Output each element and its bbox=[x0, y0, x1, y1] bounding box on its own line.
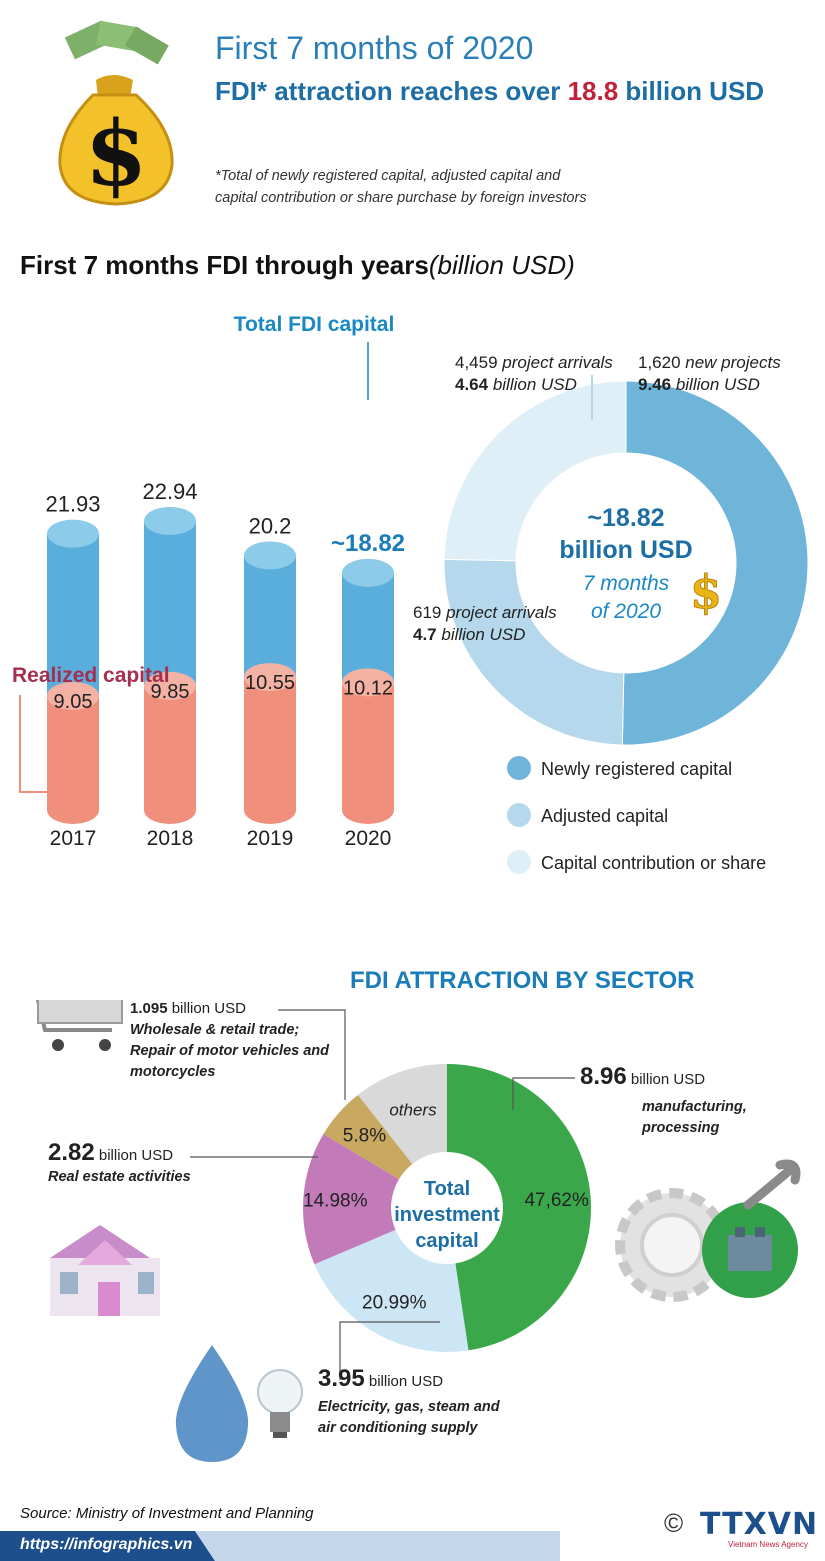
adjusted-annotation: 619 project arrivals 4.7 billion USD bbox=[413, 603, 557, 644]
house-icon bbox=[50, 1225, 160, 1316]
section2-title: FDI ATTRACTION BY SECTOR bbox=[350, 967, 695, 994]
website-link[interactable]: https://infographics.vn bbox=[20, 1536, 193, 1553]
donut-center-sub1: 7 months bbox=[583, 572, 670, 595]
total-value-2019: 20.2 bbox=[249, 513, 292, 538]
donut-center-sub2: of 2020 bbox=[591, 600, 661, 623]
sector-slice-4 bbox=[323, 1094, 413, 1180]
wholesale-annotation: 1.095 billion USD Wholesale & retail tra… bbox=[130, 1000, 330, 1080]
donut-center-value: ~18.82 bbox=[587, 504, 664, 532]
svg-text:$: $ bbox=[85, 101, 148, 207]
sector-label-5: others bbox=[389, 1101, 437, 1120]
legend-swatch-3 bbox=[507, 850, 531, 874]
money-bag-icon: $ bbox=[58, 20, 174, 207]
total-fdi-label: Total FDI capital bbox=[234, 313, 395, 336]
total-bar-2017 bbox=[47, 533, 99, 696]
electricity-annotation: 3.95 billion USD Electricity, gas, steam… bbox=[318, 1365, 500, 1437]
total-value-2020: ~18.82 bbox=[331, 530, 405, 557]
footnote: *Total of newly registered capital, adju… bbox=[215, 168, 587, 206]
page-title: First 7 months of 2020 bbox=[215, 30, 534, 66]
dollar-icon: $ bbox=[690, 565, 722, 619]
total-bar-2019 bbox=[244, 555, 296, 678]
legend-swatch-1 bbox=[507, 756, 531, 780]
realized-value-2018: 9.85 bbox=[151, 681, 190, 703]
realized-cap-2017 bbox=[47, 681, 99, 710]
sector-label-3: 14.98% bbox=[303, 1190, 368, 1211]
year-label-2018: 2018 bbox=[147, 827, 194, 850]
sector-slice-1 bbox=[447, 1064, 591, 1351]
ttxvn-logo: TTXVN bbox=[700, 1507, 819, 1542]
sector-center-line2: investment bbox=[394, 1204, 500, 1226]
year-label-2020: 2020 bbox=[345, 827, 392, 850]
page-subtitle: FDI* attraction reaches over 18.8 billio… bbox=[215, 76, 765, 106]
realized-value-2017: 9.05 bbox=[54, 691, 93, 713]
sector-slice-5 bbox=[357, 1064, 447, 1164]
total-value-2017: 21.93 bbox=[45, 492, 100, 517]
realized-bar-2019 bbox=[244, 677, 296, 810]
fdi-years-bar-chart: 21.93 9.05 2017 22.94 9.85 2018 20.2 10.55 2019 ~… bbox=[12, 313, 405, 850]
realized-bar-2017 bbox=[47, 695, 99, 810]
section1-title: First 7 months FDI through years(billion… bbox=[20, 250, 575, 280]
total-bar-2018 bbox=[144, 520, 196, 686]
sector-center-line3: capital bbox=[415, 1230, 478, 1252]
realized-value-2019: 10.55 bbox=[245, 672, 295, 694]
realized-cap-2020 bbox=[342, 668, 394, 697]
arrivals-annotation: 4,459 project arrivals 4.64 billion USD bbox=[455, 353, 613, 394]
water-drop-icon bbox=[175, 1345, 249, 1462]
bar-base-2020 bbox=[342, 796, 394, 824]
donut-slice-3 bbox=[443, 380, 627, 562]
realized-cap-2018 bbox=[144, 671, 196, 700]
year-label-2019: 2019 bbox=[247, 827, 294, 850]
sector-slice-3 bbox=[303, 1133, 399, 1265]
realized-capital-label: Realized capital bbox=[12, 664, 170, 687]
legend-label-3: Capital contribution or share bbox=[541, 853, 766, 873]
legend-label-1: Newly registered capital bbox=[541, 759, 732, 779]
copyright-symbol: © bbox=[664, 1508, 684, 1538]
sector-label-2: 20.99% bbox=[362, 1292, 427, 1313]
total-cap-2020 bbox=[342, 558, 394, 587]
sector-label-4: 5.8% bbox=[343, 1125, 386, 1146]
light-bulb-icon bbox=[257, 1369, 303, 1438]
donut-slice-1 bbox=[621, 380, 809, 746]
donut-center-unit: billion USD bbox=[559, 536, 692, 564]
url-bar bbox=[0, 1531, 560, 1561]
bar-base-2019 bbox=[244, 796, 296, 824]
total-bar-2020 bbox=[342, 572, 394, 683]
realized-bar-2018 bbox=[144, 685, 196, 810]
agency-name: Vietnam News Agency bbox=[728, 1540, 808, 1549]
realized-value-2020: 10.12 bbox=[343, 677, 393, 699]
sector-center-line1: Total bbox=[424, 1178, 470, 1200]
year-label-2017: 2017 bbox=[50, 827, 97, 850]
realestate-annotation: 2.82 billion USD Real estate activities bbox=[48, 1139, 191, 1186]
realized-cap-2019 bbox=[244, 663, 296, 692]
shopping-cart-icon bbox=[35, 1000, 123, 1051]
source-text: Source: Ministry of Investment and Plann… bbox=[20, 1505, 314, 1522]
legend-swatch-2 bbox=[507, 803, 531, 827]
factory-gear-icon bbox=[615, 1159, 801, 1302]
manufacturing-annotation: 8.96 billion USD manufacturing, processi… bbox=[580, 1063, 747, 1137]
sector-label-1: 47,62% bbox=[524, 1190, 589, 1211]
fdi-donut-chart: ~18.82 billion USD 7 months of 2020 $ Ne… bbox=[443, 375, 809, 874]
legend-label-2: Adjusted capital bbox=[541, 806, 668, 826]
bar-base-2017 bbox=[47, 796, 99, 824]
bar-base-2018 bbox=[144, 796, 196, 824]
total-cap-2017 bbox=[47, 519, 99, 548]
new-projects-annotation: 1,620 new projects 9.46 billion USD bbox=[638, 353, 781, 394]
total-cap-2019 bbox=[244, 541, 296, 570]
realized-bar-2020 bbox=[342, 682, 394, 810]
total-cap-2018 bbox=[144, 506, 196, 535]
total-value-2018: 22.94 bbox=[142, 479, 197, 504]
sector-donut-chart: 47,62% 20.99% 14.98% 5.8%others Total inves… bbox=[35, 1000, 801, 1462]
donut-slice-2 bbox=[443, 558, 625, 746]
